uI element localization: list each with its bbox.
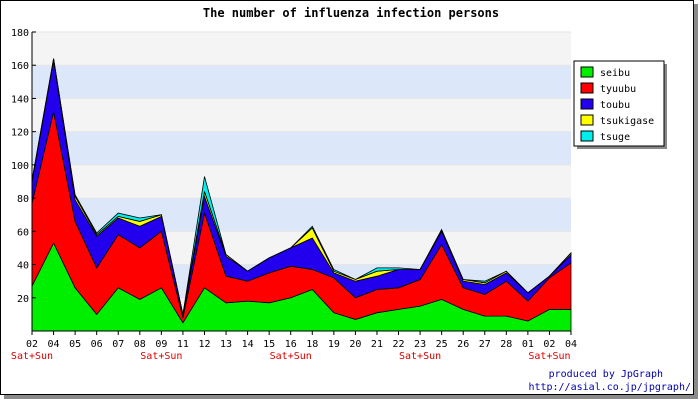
plot-background-bands — [32, 31, 571, 331]
series-area-tsuge — [31, 58, 572, 315]
y-tick-label: 40 — [17, 261, 29, 272]
x-tick-label: 12 — [198, 339, 210, 350]
chart-frame: 20 40 60 80 100 120 140 160 180 02 04 05 06 07 08 09 11 1… — [0, 0, 694, 395]
x-tick-label: 11 — [177, 339, 189, 350]
x-tick-label: 06 — [91, 339, 103, 350]
x-tick-label: 01 — [522, 339, 534, 350]
legend-swatch-tyuubu — [580, 82, 594, 94]
plot-band — [32, 98, 571, 132]
y-tick-label: 160 — [11, 61, 29, 72]
x-tick-label: 09 — [155, 339, 167, 350]
x-tick-label: 23 — [414, 339, 426, 350]
weekend-label: Sat+Sun — [270, 351, 312, 362]
influenza-area-chart: 20 40 60 80 100 120 140 160 180 02 04 05 06 07 08 09 11 1… — [11, 6, 691, 393]
legend-label-seibu: seibu — [600, 68, 630, 79]
x-tick-label: 28 — [500, 339, 512, 350]
plot-band — [32, 131, 571, 165]
chart-title: The number of influenza infection person… — [203, 6, 499, 20]
credit-line-2[interactable]: http://asial.co.jp/jpgraph/ — [528, 382, 691, 393]
plot-band — [32, 164, 571, 199]
weekend-label: Sat+Sun — [528, 351, 570, 362]
x-tick-label: 25 — [436, 339, 448, 350]
legend-label-toubu: toubu — [600, 100, 630, 111]
stacked-areas — [31, 58, 572, 332]
weekend-label: Sat+Sun — [11, 351, 53, 362]
x-tick-label: 21 — [371, 339, 383, 350]
y-tick-label: 180 — [11, 28, 29, 39]
legend-swatch-toubu — [580, 98, 594, 110]
x-tick-label: 18 — [306, 339, 318, 350]
legend-label-tyuubu: tyuubu — [600, 84, 636, 95]
x-tick-label: 22 — [392, 339, 404, 350]
x-tick-label: 05 — [69, 339, 81, 350]
x-tick-label: 02 — [543, 339, 555, 350]
weekend-label: Sat+Sun — [140, 351, 182, 362]
y-tick-label: 20 — [17, 294, 29, 305]
legend: seibu tyuubu toubu tsukigase tsuge — [573, 60, 667, 149]
y-tick-label: 80 — [17, 194, 29, 205]
legend-swatch-tsukigase — [580, 114, 594, 126]
legend-label-tsukigase: tsukigase — [600, 116, 654, 127]
plot-band — [32, 65, 571, 99]
x-tick-label: 04 — [565, 339, 577, 350]
x-tick-label: 13 — [220, 339, 232, 350]
x-tick-label: 16 — [285, 339, 297, 350]
x-tick-label: 04 — [48, 339, 60, 350]
x-tick-label: 20 — [349, 339, 361, 350]
x-tick-label: 02 — [26, 339, 38, 350]
legend-swatch-seibu — [580, 66, 594, 78]
x-tick-label: 19 — [328, 339, 340, 350]
legend-label-tsuge: tsuge — [600, 132, 630, 143]
x-tick-label: 07 — [112, 339, 124, 350]
x-tick-label: 08 — [134, 339, 146, 350]
x-tick-label: 26 — [457, 339, 469, 350]
x-tick-label: 14 — [242, 339, 254, 350]
credit-line-1: produced by JpGraph — [549, 369, 663, 380]
weekend-label: Sat+Sun — [399, 351, 441, 362]
y-tick-label: 120 — [11, 128, 29, 139]
axes — [31, 31, 572, 335]
tick-labels: 20 40 60 80 100 120 140 160 180 02 04 05 06 07 08 09 11 1… — [11, 28, 577, 362]
y-tick-label: 100 — [11, 161, 29, 172]
legend-swatch-tsuge — [580, 130, 594, 142]
y-tick-label: 60 — [17, 227, 29, 238]
y-tick-label: 140 — [11, 94, 29, 105]
plot-band — [32, 32, 571, 66]
x-tick-label: 15 — [263, 339, 275, 350]
x-tick-label: 27 — [479, 339, 491, 350]
